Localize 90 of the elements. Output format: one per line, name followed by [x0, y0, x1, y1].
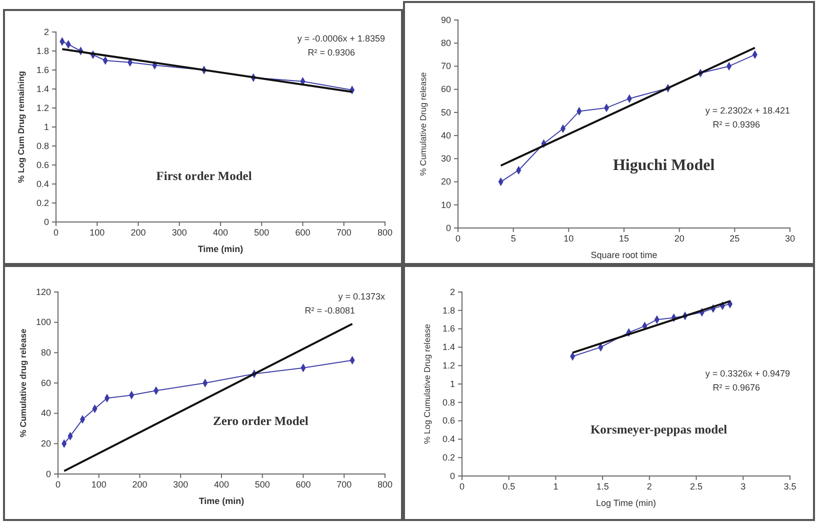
- x-tick-label: 2.5: [690, 481, 703, 492]
- annotation: R² = 0.9306: [308, 48, 355, 58]
- x-tick-label: 0: [459, 481, 465, 492]
- y-tick-label: 0.6: [442, 416, 455, 426]
- x-tick-label: 25: [730, 233, 740, 244]
- x-tick-label: 30: [784, 233, 796, 244]
- text: Higuchi Model: [612, 156, 716, 174]
- y-tick-label: 70: [440, 61, 451, 72]
- y-axis-title: % Cumulative drug release: [18, 328, 28, 438]
- x-tick-label: 400: [214, 479, 230, 490]
- x-tick-label: 0: [53, 227, 59, 238]
- y-tick-label: 0.8: [36, 140, 49, 151]
- x-axis-title: Time (min): [198, 244, 244, 254]
- x-tick-label: 0: [55, 479, 61, 490]
- y-tick-label: 1.2: [442, 360, 455, 370]
- x-tick-label: 2: [646, 481, 652, 492]
- y-tick-label: 2: [44, 26, 49, 37]
- annotation: y = 0.3326x + 0.9479: [705, 368, 790, 379]
- y-tick-label: 40: [440, 130, 451, 140]
- x-tick-label: 15: [618, 233, 630, 244]
- x-tick-label: 1.5: [596, 481, 609, 492]
- y-tick-label: 0.2: [36, 198, 49, 208]
- x-tick-label: 10: [564, 233, 574, 244]
- x-axis-title: Log Time (min): [596, 498, 656, 508]
- text: Korsmeyer-peppas model: [590, 422, 728, 437]
- text: First order Model: [156, 169, 252, 184]
- x-tick-label: 1: [553, 481, 558, 492]
- y-tick-label: 20: [40, 438, 51, 449]
- x-tick-label: 700: [336, 479, 352, 490]
- y-tick-label: 100: [36, 317, 51, 328]
- y-axis-title: % Cumulative Drug release: [418, 72, 428, 176]
- y-tick-label: 0.8: [442, 397, 455, 408]
- x-tick-label: 5: [510, 233, 516, 244]
- x-tick-label: 300: [172, 227, 187, 238]
- x-tick-label: 200: [130, 227, 146, 238]
- y-tick-label: 60: [440, 84, 451, 94]
- x-tick-label: 300: [173, 479, 188, 490]
- x-tick-label: 700: [336, 227, 352, 238]
- y-tick-label: 40: [40, 408, 51, 418]
- y-tick-label: 30: [440, 154, 451, 164]
- y-tick-label: 90: [440, 14, 451, 25]
- y-tick-label: 0: [46, 468, 51, 479]
- y-tick-label: 1.8: [442, 305, 455, 316]
- x-tick-label: 3: [740, 481, 746, 492]
- text: Zero order Model: [213, 414, 309, 428]
- y-tick-label: 0: [44, 216, 49, 227]
- x-axis-title: Square root time: [590, 250, 658, 260]
- x-tick-label: 0.5: [502, 481, 516, 492]
- x-tick-label: 200: [132, 479, 148, 490]
- y-tick-label: 1: [450, 378, 455, 389]
- y-axis-title: % Log Cum Drug remaining: [16, 71, 26, 183]
- x-axis-title: Time (min): [198, 496, 244, 506]
- x-tick-label: 100: [91, 479, 106, 490]
- y-tick-label: 2: [450, 286, 455, 297]
- y-tick-label: 1.8: [36, 46, 49, 56]
- y-tick-label: 0.2: [442, 452, 455, 462]
- x-tick-label: 800: [377, 479, 393, 490]
- x-tick-label: 500: [254, 227, 270, 238]
- annotation: R² = 0.9676: [712, 382, 760, 393]
- y-tick-label: 10: [440, 200, 451, 210]
- y-tick-label: 60: [40, 378, 51, 388]
- y-tick-label: 1.4: [442, 342, 455, 352]
- y-tick-label: 80: [440, 38, 451, 48]
- annotation: y = -0.0006x + 1.8359: [297, 34, 385, 44]
- y-tick-label: 1.6: [442, 324, 455, 334]
- y-tick-label: 0.6: [36, 160, 49, 170]
- x-tick-label: 3.5: [784, 481, 796, 492]
- annotation: R² = 0.9396: [712, 120, 760, 130]
- y-tick-label: 0: [450, 470, 455, 481]
- y-tick-label: 0.4: [442, 434, 455, 444]
- x-tick-label: 600: [296, 479, 311, 490]
- y-tick-label: 0.4: [36, 178, 49, 189]
- y-tick-label: 1.6: [36, 64, 49, 75]
- x-tick-label: 400: [212, 227, 228, 238]
- y-tick-label: 80: [40, 348, 51, 358]
- annotation: y = 0.1373x: [338, 291, 386, 302]
- x-tick-label: 600: [295, 227, 310, 238]
- x-tick-label: 800: [377, 227, 393, 238]
- y-tick-label: 20: [440, 176, 451, 187]
- y-tick-label: 50: [440, 107, 451, 118]
- annotation: R² = -0.8081: [304, 305, 355, 316]
- y-tick-label: 1: [44, 122, 49, 132]
- x-tick-label: 500: [254, 479, 270, 490]
- x-tick-label: 20: [674, 233, 684, 244]
- y-tick-label: 1.4: [36, 84, 49, 94]
- y-tick-label: 120: [36, 286, 51, 297]
- x-tick-label: 100: [90, 227, 105, 238]
- y-tick-label: 1.2: [36, 102, 49, 113]
- y-axis-title: % Log Cumulative Drug release: [422, 324, 432, 444]
- annotation: y = 2.2302x + 18.421: [705, 106, 790, 116]
